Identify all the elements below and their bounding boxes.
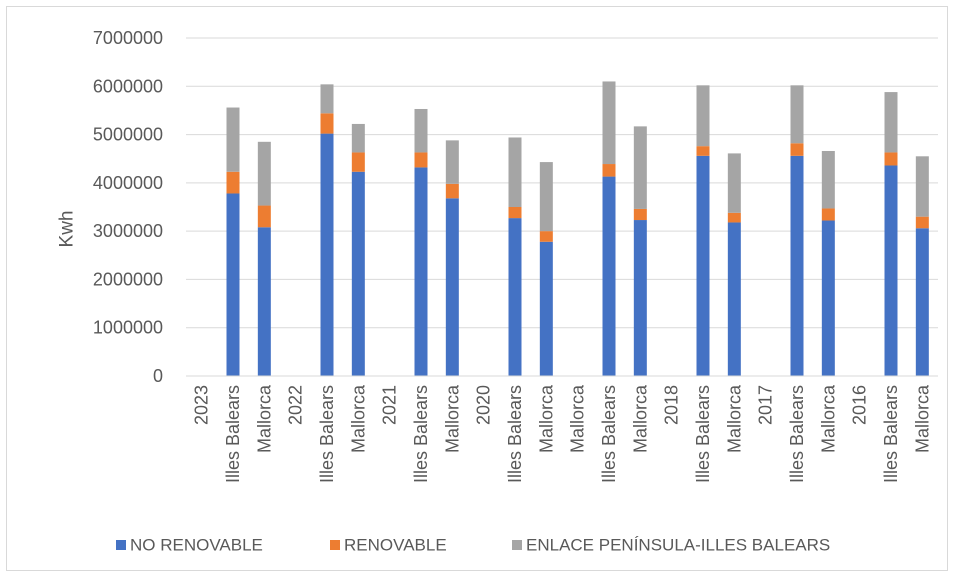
y-tick-label: 2000000 bbox=[93, 269, 163, 289]
legend-label: RENOVABLE bbox=[344, 536, 447, 555]
x-tick-label: Illes Balears bbox=[787, 385, 807, 483]
bar-segment-renovable bbox=[257, 205, 271, 228]
legend: NO RENOVABLE RENOVABLE ENLACE PENÍNSULA-IL… bbox=[116, 536, 830, 555]
y-tick-label: 0 bbox=[153, 366, 163, 386]
y-tick-label: 4000000 bbox=[93, 173, 163, 193]
bar-segment-renovable bbox=[226, 171, 240, 194]
bar-segment-no-renovable bbox=[414, 167, 428, 376]
bar-segment-enlace-pen-nsula-illes-balears bbox=[351, 123, 365, 153]
x-tick-label: Mallorca bbox=[818, 384, 838, 453]
bar-segment-renovable bbox=[539, 231, 553, 242]
y-axis-title: Kwh bbox=[57, 211, 78, 248]
bar-segment-renovable bbox=[414, 152, 428, 168]
x-tick-label: Mallorca bbox=[568, 384, 588, 453]
bar-segment-no-renovable bbox=[226, 193, 240, 376]
bar-segment-enlace-pen-nsula-illes-balears bbox=[445, 140, 459, 184]
x-tick-label: 2020 bbox=[474, 385, 494, 425]
bar-segment-enlace-pen-nsula-illes-balears bbox=[884, 92, 898, 153]
x-tick-label: Mallorca bbox=[912, 384, 932, 453]
bar-segment-no-renovable bbox=[727, 222, 741, 376]
bar-segment-renovable bbox=[445, 183, 459, 199]
bar-segment-enlace-pen-nsula-illes-balears bbox=[414, 108, 428, 153]
x-tick-label: Mallorca bbox=[536, 384, 556, 453]
y-axis-ticks: 0 1000000 2000000 3000000 4000000 5000000 6000… bbox=[93, 28, 163, 386]
bar-segment-no-renovable bbox=[821, 220, 835, 376]
bar-segment-enlace-pen-nsula-illes-balears bbox=[696, 85, 710, 147]
x-tick-label: 2023 bbox=[192, 385, 212, 425]
bar-segment-enlace-pen-nsula-illes-balears bbox=[915, 156, 929, 217]
bar-segment-renovable bbox=[790, 143, 804, 156]
y-tick-label: 3000000 bbox=[93, 221, 163, 241]
x-tick-label: Illes Balears bbox=[881, 385, 901, 483]
x-tick-label: Mallorca bbox=[348, 384, 368, 453]
bar-segment-renovable bbox=[915, 216, 929, 229]
x-tick-label: 2018 bbox=[662, 385, 682, 425]
y-tick-label: 6000000 bbox=[93, 76, 163, 96]
bar-segment-no-renovable bbox=[790, 155, 804, 376]
bar-segment-no-renovable bbox=[257, 227, 271, 376]
y-tick-label: 1000000 bbox=[93, 318, 163, 338]
x-tick-label: Illes Balears bbox=[317, 385, 337, 483]
x-tick-label: Illes Balears bbox=[223, 385, 243, 483]
bar-segment-no-renovable bbox=[884, 165, 898, 376]
x-tick-label: 2022 bbox=[286, 385, 306, 425]
gridlines bbox=[186, 37, 938, 329]
y-tick-label: 5000000 bbox=[93, 125, 163, 145]
bar-segment-renovable bbox=[884, 152, 898, 166]
bar-segment-renovable bbox=[821, 208, 835, 221]
bar-segment-enlace-pen-nsula-illes-balears bbox=[320, 84, 334, 114]
bar-segment-no-renovable bbox=[539, 241, 553, 376]
bar-segment-enlace-pen-nsula-illes-balears bbox=[602, 81, 616, 165]
y-tick-label: 7000000 bbox=[93, 28, 163, 48]
bar-segment-no-renovable bbox=[445, 198, 459, 376]
bar-segment-renovable bbox=[351, 152, 365, 172]
bar-segment-enlace-pen-nsula-illes-balears bbox=[226, 107, 240, 172]
x-tick-label: Mallorca bbox=[724, 384, 744, 453]
bars bbox=[226, 81, 929, 376]
bar-segment-renovable bbox=[320, 113, 334, 134]
legend-swatch bbox=[116, 540, 126, 550]
bar-segment-enlace-pen-nsula-illes-balears bbox=[633, 126, 647, 209]
x-tick-label: 2017 bbox=[756, 385, 776, 425]
legend-swatch bbox=[330, 540, 340, 550]
bar-segment-enlace-pen-nsula-illes-balears bbox=[508, 137, 522, 207]
bar-segment-enlace-pen-nsula-illes-balears bbox=[257, 141, 271, 206]
bar-segment-renovable bbox=[633, 208, 647, 221]
legend-label: ENLACE PENÍNSULA-ILLES BALEARS bbox=[526, 536, 830, 555]
x-tick-label: Illes Balears bbox=[693, 385, 713, 483]
x-axis-ticks: 2023 Illes Balears Mallorca 2022 Illes Balea… bbox=[192, 384, 933, 483]
bar-segment-no-renovable bbox=[633, 220, 647, 376]
x-tick-label: Illes Balears bbox=[411, 385, 431, 483]
bar-segment-renovable bbox=[727, 212, 741, 223]
x-tick-label: 2021 bbox=[380, 385, 400, 425]
bar-segment-enlace-pen-nsula-illes-balears bbox=[821, 150, 835, 209]
bar-segment-renovable bbox=[508, 207, 522, 219]
x-tick-label: Mallorca bbox=[254, 384, 274, 453]
bar-segment-no-renovable bbox=[915, 228, 929, 376]
bar-segment-no-renovable bbox=[696, 155, 710, 376]
x-tick-label: Illes Balears bbox=[505, 385, 525, 483]
bar-segment-enlace-pen-nsula-illes-balears bbox=[539, 162, 553, 232]
bar-segment-renovable bbox=[696, 146, 710, 156]
x-tick-label: 2016 bbox=[850, 385, 870, 425]
bar-segment-no-renovable bbox=[320, 133, 334, 376]
bar-segment-enlace-pen-nsula-illes-balears bbox=[727, 153, 741, 213]
x-tick-label: Illes Balears bbox=[599, 385, 619, 483]
legend-label: NO RENOVABLE bbox=[130, 536, 263, 555]
bar-segment-renovable bbox=[602, 164, 616, 177]
bar-segment-no-renovable bbox=[508, 218, 522, 376]
bar-segment-no-renovable bbox=[602, 176, 616, 376]
legend-swatch bbox=[512, 540, 522, 550]
x-tick-label: Mallorca bbox=[442, 384, 462, 453]
bar-segment-enlace-pen-nsula-illes-balears bbox=[790, 85, 804, 144]
x-tick-label: Mallorca bbox=[630, 384, 650, 453]
bar-segment-no-renovable bbox=[351, 171, 365, 376]
